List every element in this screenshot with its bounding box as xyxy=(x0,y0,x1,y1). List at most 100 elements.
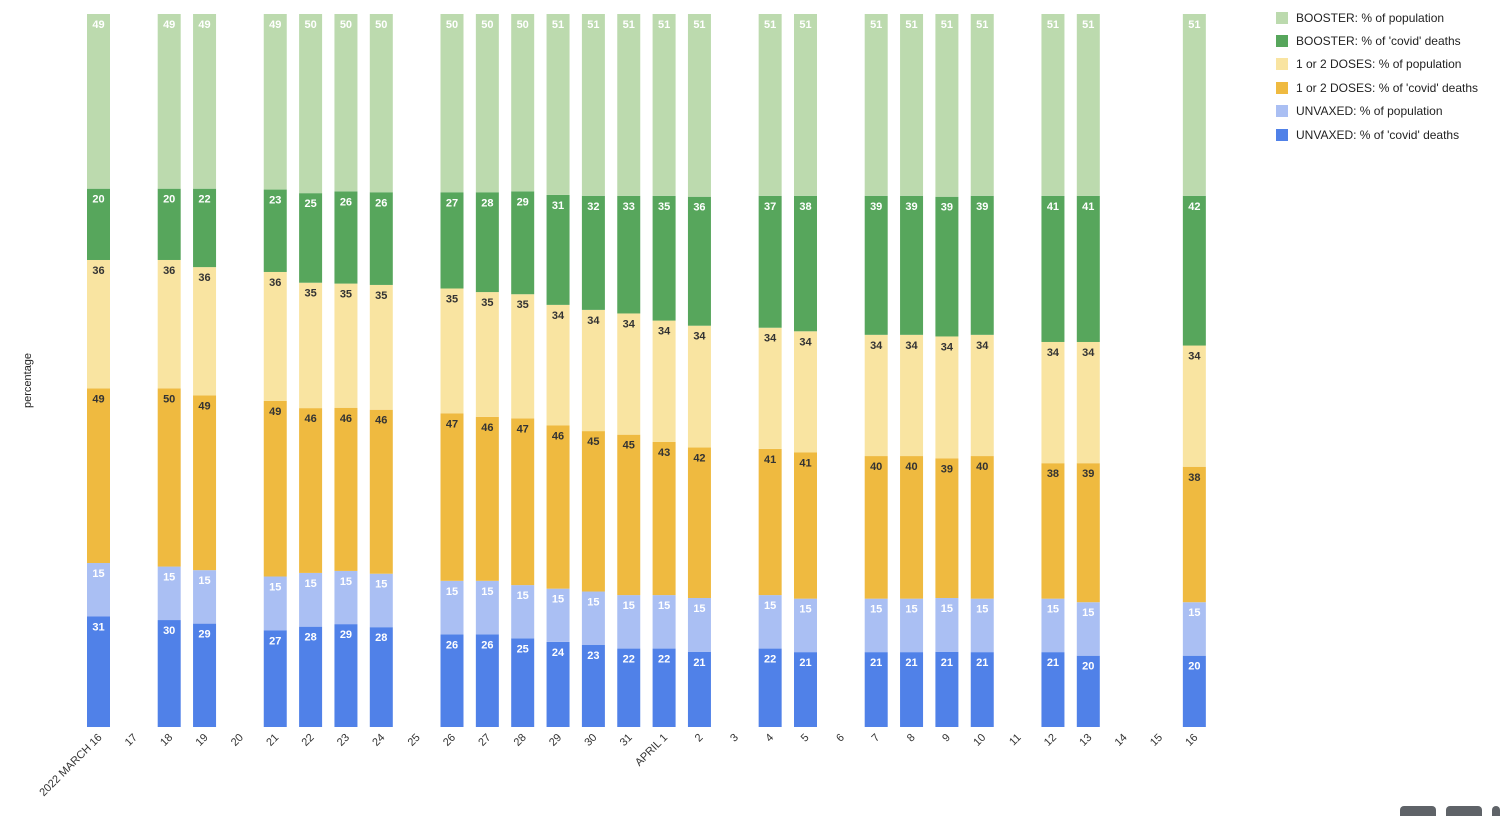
bar-segment xyxy=(299,408,323,573)
data-label: 35 xyxy=(340,289,352,301)
x-tick-label: 23 xyxy=(335,732,352,749)
data-label: 26 xyxy=(446,639,458,651)
bar-segment xyxy=(794,331,817,453)
bar-segment xyxy=(334,624,358,727)
bar-segment xyxy=(687,14,711,197)
data-label: 49 xyxy=(92,19,104,31)
data-label: 34 xyxy=(1188,351,1201,363)
data-label: 21 xyxy=(799,657,811,669)
bar-segment xyxy=(970,598,994,653)
bar-segment xyxy=(758,195,782,328)
bar-segment xyxy=(794,195,817,332)
bar-segment xyxy=(475,416,499,581)
x-tick-label: 27 xyxy=(476,732,493,749)
data-label: 32 xyxy=(587,201,599,213)
bar-segment xyxy=(546,641,570,727)
legend-swatch xyxy=(1276,128,1288,141)
bar-segment xyxy=(900,14,924,196)
toolbar-button[interactable] xyxy=(1492,806,1500,816)
data-label: 29 xyxy=(340,629,352,641)
legend-swatch xyxy=(1276,35,1288,48)
bar-segment xyxy=(1041,14,1065,196)
data-label: 46 xyxy=(375,415,387,427)
bar-segment xyxy=(652,195,676,321)
bar-segment xyxy=(157,620,181,727)
bar-segment xyxy=(299,193,323,283)
data-label: 30 xyxy=(163,625,175,637)
bar-segment xyxy=(1182,14,1206,196)
bar-segment xyxy=(1182,602,1206,656)
x-tick-label: 19 xyxy=(194,732,211,749)
data-label: 51 xyxy=(587,19,599,31)
data-label: 34 xyxy=(905,340,918,352)
legend-swatch xyxy=(1276,58,1288,71)
bar-segment xyxy=(617,434,641,596)
data-label: 47 xyxy=(446,418,458,430)
bar-segment xyxy=(864,456,888,599)
bar-segment xyxy=(687,651,711,727)
bar-segment xyxy=(617,195,641,314)
data-label: 20 xyxy=(92,194,104,206)
data-label: 34 xyxy=(799,336,812,348)
data-label: 51 xyxy=(976,19,988,31)
bar-segment xyxy=(511,294,535,419)
bar-segment xyxy=(581,645,605,727)
data-label: 15 xyxy=(375,579,387,591)
bar-segment xyxy=(475,580,499,635)
data-label: 39 xyxy=(870,201,882,213)
data-label: 15 xyxy=(764,600,776,612)
bar-segment xyxy=(193,14,217,189)
bar-segment xyxy=(369,284,393,410)
bar-segment xyxy=(157,14,181,189)
bar-segment xyxy=(970,334,994,457)
data-label: 15 xyxy=(976,604,988,616)
legend-item: UNVAXED: % of 'covid' deaths xyxy=(1276,123,1500,146)
bar-segment xyxy=(935,458,959,599)
bar-segment xyxy=(1076,602,1100,656)
bar-segment xyxy=(935,651,959,727)
data-label: 42 xyxy=(1188,201,1200,213)
bar-segment xyxy=(299,626,323,727)
x-tick-label: 9 xyxy=(940,732,953,745)
bar-segment xyxy=(263,14,287,190)
data-label: 41 xyxy=(1082,201,1094,213)
legend-item: 1 or 2 DOSES: % of 'covid' deaths xyxy=(1276,76,1500,99)
bar-segment xyxy=(758,648,782,727)
data-label: 34 xyxy=(870,340,883,352)
x-tick-label: 5 xyxy=(799,732,812,745)
data-label: 50 xyxy=(340,19,352,31)
bar-segment xyxy=(935,336,959,459)
data-label: 28 xyxy=(481,197,493,209)
bar-segment xyxy=(864,334,888,457)
bar-segment xyxy=(652,441,676,596)
bar-segment xyxy=(970,14,994,196)
data-label: 49 xyxy=(269,406,281,418)
data-label: 34 xyxy=(587,315,600,327)
x-tick-label: 11 xyxy=(1007,732,1024,749)
data-label: 39 xyxy=(941,463,953,475)
data-label: 40 xyxy=(976,461,988,473)
bar-segment xyxy=(617,313,641,435)
toolbar-button[interactable] xyxy=(1446,806,1482,816)
bar-segment xyxy=(687,196,711,326)
bar-segment xyxy=(900,456,924,599)
legend-label: BOOSTER: % of 'covid' deaths xyxy=(1296,34,1461,49)
data-label: 50 xyxy=(163,393,175,405)
data-label: 35 xyxy=(517,299,529,311)
data-label: 45 xyxy=(623,440,635,452)
data-label: 21 xyxy=(976,657,988,669)
data-label: 33 xyxy=(623,201,635,213)
toolbar-button[interactable] xyxy=(1400,806,1436,816)
bar-segment xyxy=(369,192,393,285)
data-label: 46 xyxy=(304,413,316,425)
data-label: 42 xyxy=(693,453,705,465)
data-label: 22 xyxy=(764,654,776,666)
bar-segment xyxy=(687,325,711,448)
data-label: 35 xyxy=(481,297,493,309)
bar-segment xyxy=(511,638,535,727)
bar-segment xyxy=(1076,655,1100,727)
bar-segment xyxy=(758,14,782,196)
data-label: 34 xyxy=(1047,347,1060,359)
data-label: 15 xyxy=(198,575,210,587)
